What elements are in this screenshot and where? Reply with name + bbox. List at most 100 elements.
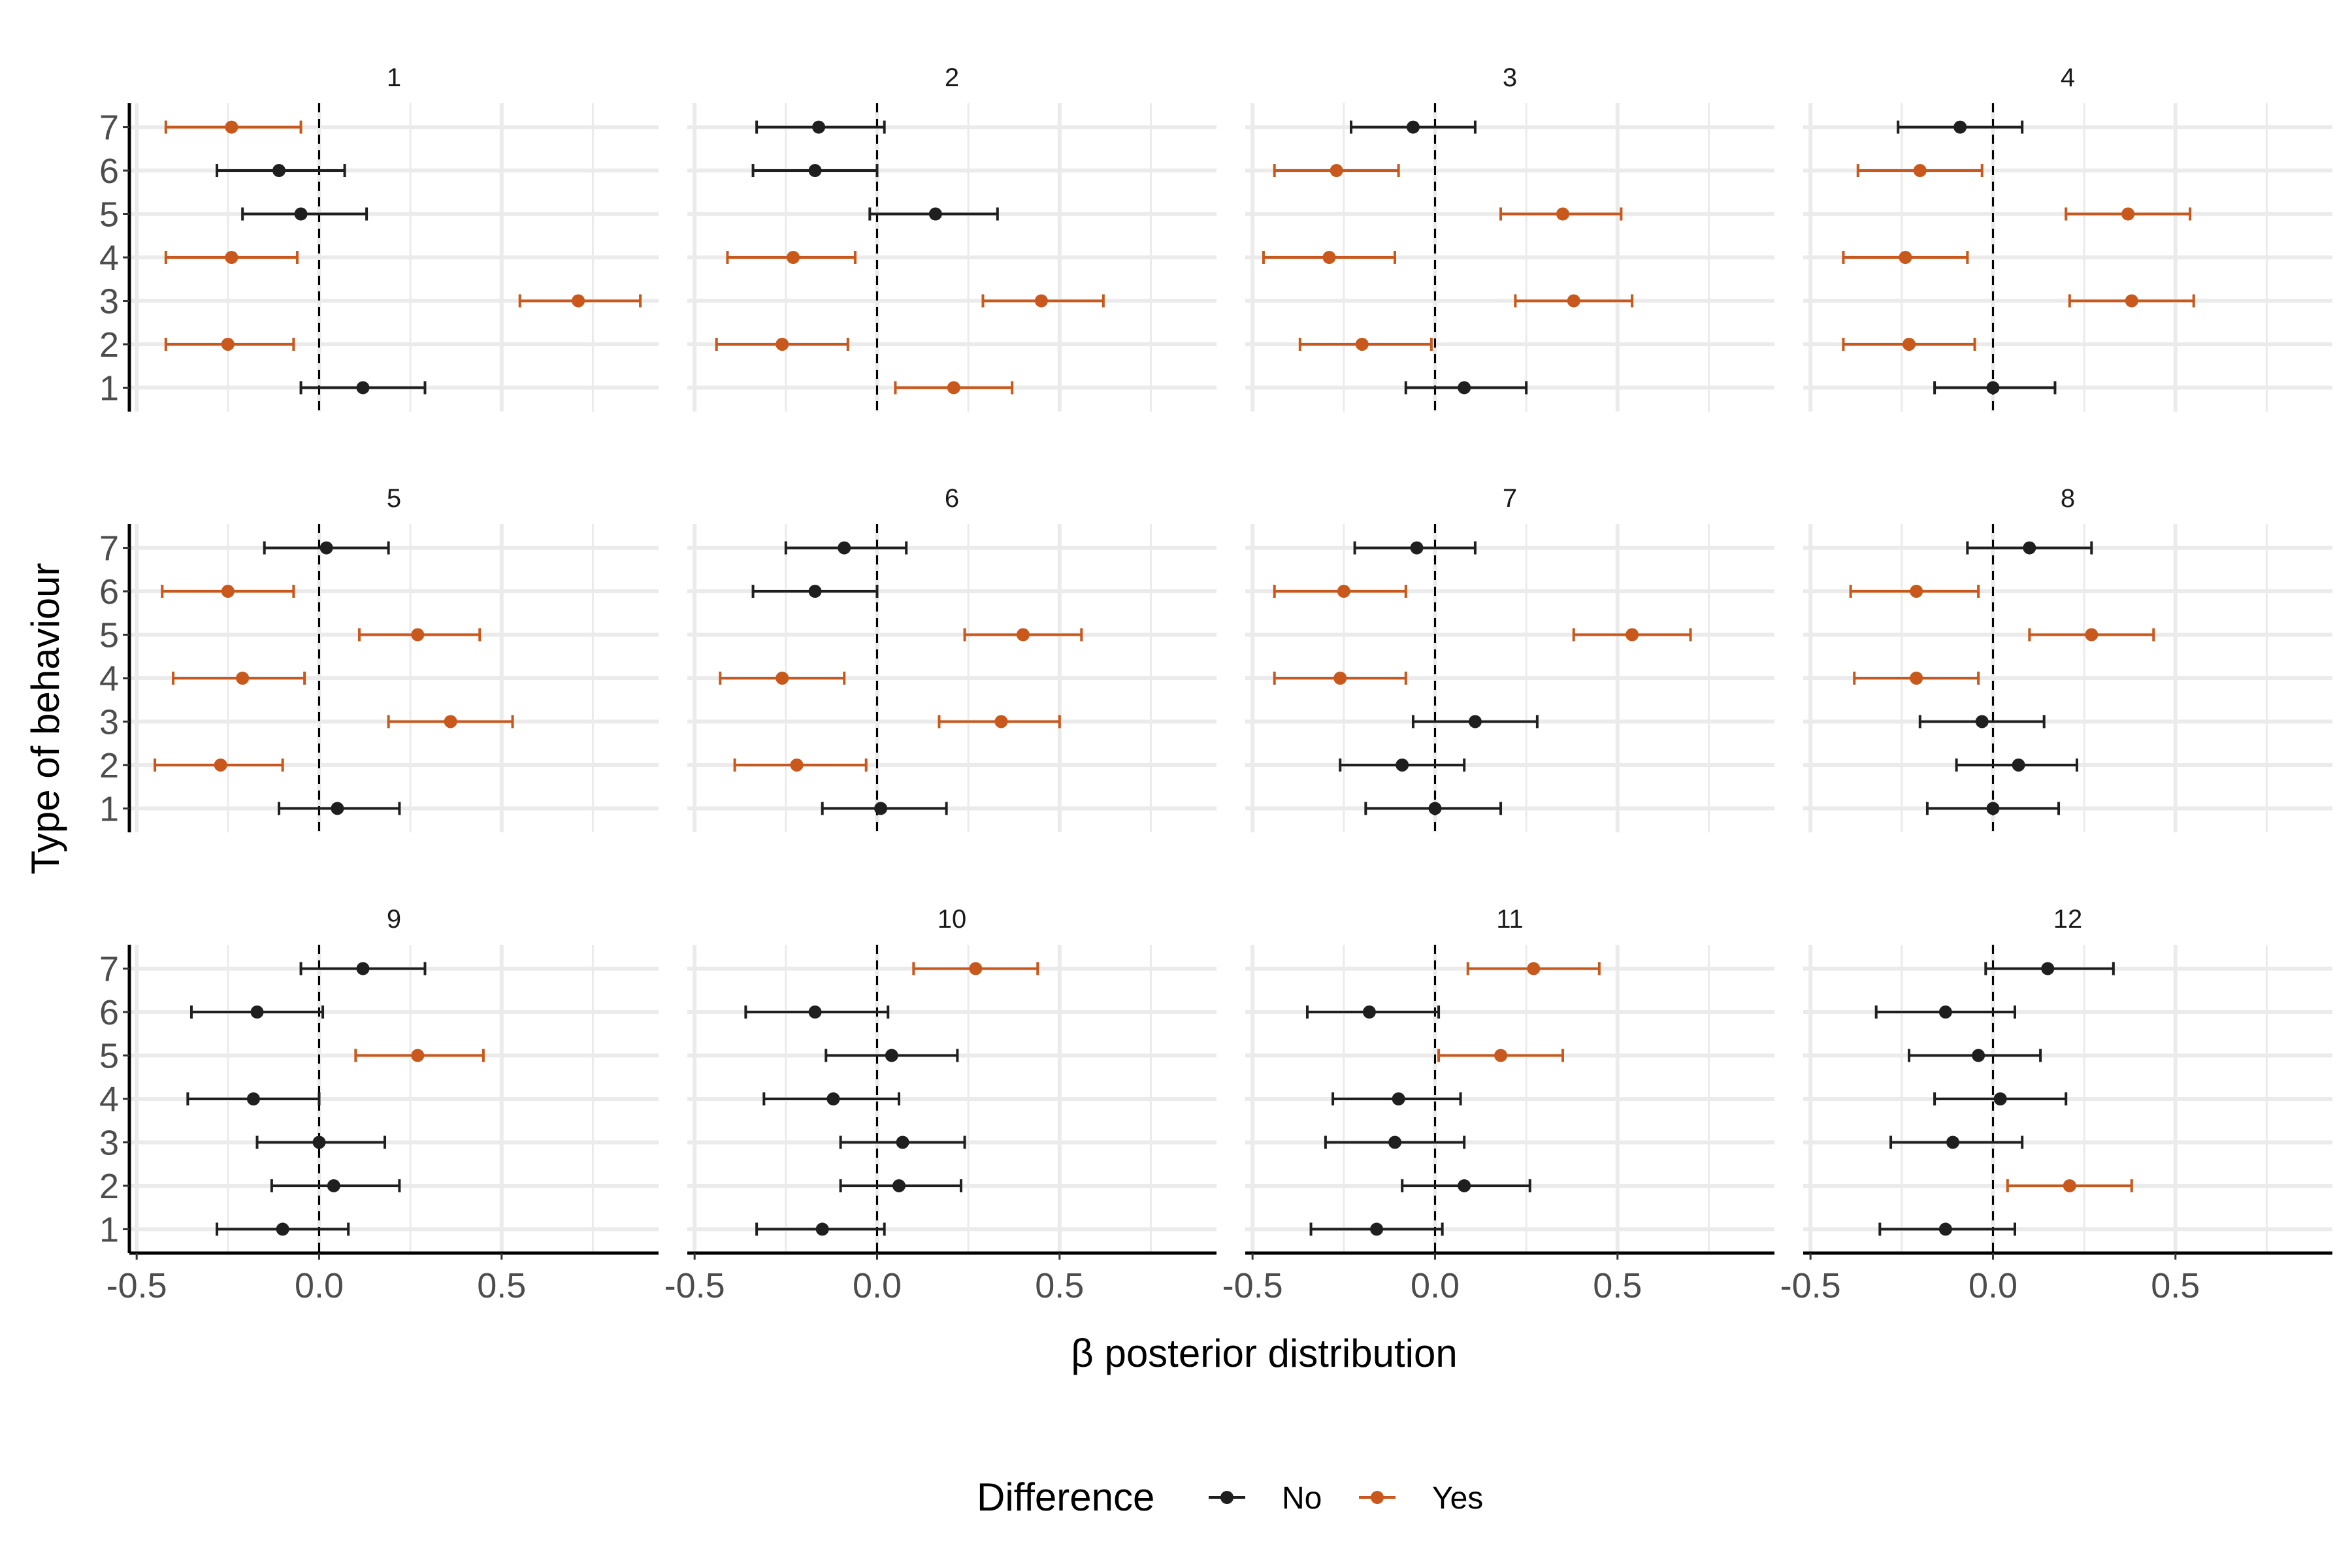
y-tick-label: 6 [99, 152, 119, 191]
panel-5: 5 1 2 3 4 5 6 7 [99, 484, 659, 832]
estimate-behaviour-3 [1411, 715, 1539, 728]
estimate-behaviour-5 [868, 207, 999, 221]
estimate-behaviour-1 [894, 381, 1014, 395]
point-estimate [790, 758, 804, 772]
point-estimate [221, 585, 235, 598]
point-estimate [1567, 294, 1580, 308]
y-tick-label: 4 [99, 1080, 119, 1119]
x-tick-label: 0.5 [477, 1266, 526, 1305]
point-estimate [2121, 207, 2135, 221]
point-estimate [356, 381, 370, 395]
estimate-behaviour-6 [1874, 1005, 2016, 1019]
point-estimate [1527, 962, 1541, 975]
estimate-behaviour-3 [1514, 294, 1634, 308]
legend-item-yes: Yes [1359, 1481, 1483, 1516]
y-tick-label: 2 [99, 1167, 119, 1206]
estimate-behaviour-7 [1353, 541, 1477, 555]
point-estimate [331, 802, 344, 815]
point-estimate [2063, 1179, 2076, 1192]
panel-10: 10 -0.5 0.0 0.5 [664, 905, 1217, 1305]
point-estimate [1938, 1222, 1952, 1236]
estimate-behaviour-2 [154, 758, 284, 772]
estimate-behaviour-4 [186, 1092, 321, 1105]
panel-2: 2 [687, 63, 1217, 412]
point-estimate [928, 207, 942, 221]
estimate-behaviour-5 [1572, 628, 1692, 642]
point-estimate [411, 1049, 425, 1062]
point-estimate [776, 337, 789, 351]
estimate-behaviour-2 [1842, 337, 1976, 351]
estimate-behaviour-5 [241, 207, 368, 221]
point-estimate [1946, 1135, 1960, 1149]
y-tick-label: 4 [99, 659, 119, 698]
point-estimate [874, 802, 888, 815]
estimate-behaviour-1 [755, 1222, 886, 1236]
estimate-behaviour-7 [1897, 120, 2024, 134]
estimate-behaviour-1 [1309, 1222, 1444, 1236]
panel-title: 8 [2061, 484, 2075, 513]
estimate-behaviour-6 [751, 585, 879, 598]
estimate-behaviour-3 [2068, 294, 2195, 308]
estimate-behaviour-7 [1966, 541, 2093, 555]
point-estimate [250, 1005, 264, 1019]
estimate-behaviour-4 [1262, 251, 1397, 264]
point-estimate [1986, 802, 2000, 815]
point-estimate [1333, 672, 1347, 685]
point-estimate [225, 251, 238, 264]
legend-key-point [1220, 1491, 1233, 1504]
point-estimate [787, 251, 800, 264]
estimate-behaviour-1 [1404, 381, 1528, 395]
point-estimate [1362, 1005, 1376, 1019]
estimate-behaviour-6 [161, 585, 295, 598]
point-estimate [776, 672, 789, 685]
point-estimate [2023, 541, 2036, 555]
x-tick-label: 0.5 [1593, 1266, 1642, 1305]
point-estimate [1556, 207, 1569, 221]
point-estimate [1034, 294, 1048, 308]
estimate-behaviour-7 [263, 541, 390, 555]
estimate-behaviour-5 [1499, 207, 1623, 221]
estimate-behaviour-4 [1331, 1092, 1462, 1105]
estimate-behaviour-6 [1856, 164, 1984, 178]
point-estimate [246, 1092, 260, 1105]
point-estimate [812, 120, 826, 134]
panel-title: 3 [1503, 63, 1517, 92]
estimate-behaviour-6 [744, 1005, 890, 1019]
estimate-behaviour-4 [726, 251, 857, 264]
estimate-behaviour-4 [1273, 672, 1407, 685]
point-estimate [1903, 337, 1916, 351]
point-estimate [214, 758, 227, 772]
estimate-behaviour-5 [2065, 207, 2192, 221]
estimate-behaviour-7 [299, 962, 427, 975]
point-estimate [312, 1135, 326, 1149]
x-tick-label: 0.0 [853, 1266, 902, 1305]
panel-7: 7 [1245, 484, 1774, 832]
point-estimate [1972, 1049, 1985, 1062]
y-tick-label: 5 [99, 1037, 119, 1076]
estimate-behaviour-7 [1466, 962, 1601, 975]
estimate-behaviour-4 [762, 1092, 900, 1105]
estimate-behaviour-7 [1984, 962, 2115, 975]
point-estimate [1330, 164, 1343, 178]
estimate-behaviour-6 [1273, 585, 1407, 598]
estimate-behaviour-1 [1933, 381, 2057, 395]
x-tick-label: -0.5 [1780, 1266, 1841, 1305]
y-tick-label: 2 [99, 746, 119, 785]
x-tick-label: -0.5 [106, 1266, 167, 1305]
point-estimate [1458, 381, 1471, 395]
legend-key-point [1371, 1491, 1384, 1504]
estimate-behaviour-3 [518, 294, 642, 308]
point-estimate [1953, 120, 1967, 134]
point-estimate [994, 715, 1008, 728]
estimate-behaviour-5 [1437, 1049, 1564, 1062]
point-estimate [826, 1092, 840, 1105]
estimate-behaviour-3 [387, 715, 514, 728]
y-tick-label: 7 [99, 529, 119, 568]
panel-4: 4 [1803, 63, 2332, 412]
panel-title: 4 [2061, 63, 2075, 92]
point-estimate [1337, 585, 1350, 598]
y-tick-label: 7 [99, 108, 119, 148]
point-estimate [1938, 1005, 1952, 1019]
panel-6: 6 [687, 484, 1217, 832]
